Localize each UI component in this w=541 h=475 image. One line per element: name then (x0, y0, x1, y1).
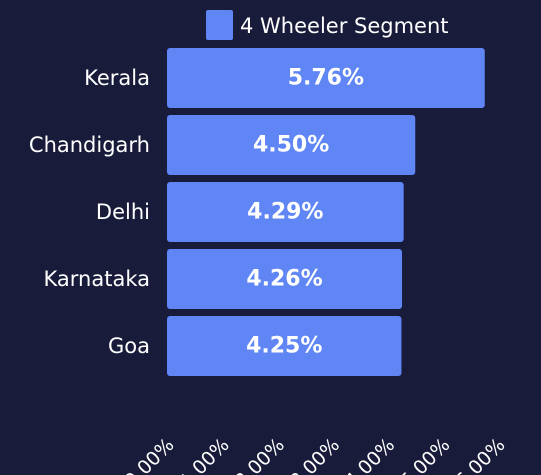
legend: 4 Wheeler Segment (206, 10, 449, 40)
x-tick-label: 6.00% (451, 434, 509, 475)
legend-swatch (206, 10, 233, 40)
category-label: Delhi (96, 200, 150, 224)
category-label: Chandigarh (29, 133, 150, 157)
x-tick-label: 5.00% (396, 434, 454, 475)
data-label: 4.26% (246, 267, 322, 292)
x-tick-label: 2.00% (231, 434, 289, 475)
category-label: Karnataka (44, 267, 150, 291)
bar-goa (167, 316, 402, 376)
x-tick-label: 4.00% (341, 434, 399, 475)
data-label: 4.25% (246, 334, 322, 359)
bar-karnataka (167, 249, 403, 309)
data-label: 5.76% (288, 66, 364, 91)
bar-kerala (167, 48, 485, 108)
bar-delhi (167, 182, 404, 242)
category-label: Kerala (84, 66, 150, 90)
x-tick-label: 3.00% (286, 434, 344, 475)
category-labels: Kerala Chandigarh Delhi Karnataka Goa (29, 66, 150, 358)
x-tick-label: 0.00% (120, 434, 178, 475)
data-labels: 5.76% 4.50% 4.29% 4.26% 4.25% (246, 66, 364, 359)
bar-chandigarh (167, 115, 416, 175)
legend-label: 4 Wheeler Segment (240, 14, 449, 38)
x-tick-label: 1.00% (175, 434, 233, 475)
data-label: 4.29% (247, 200, 323, 225)
x-axis-ticks: 0.00%1.00%2.00%3.00%4.00%5.00%6.00% (120, 434, 509, 475)
category-label: Goa (108, 334, 150, 358)
bars-group (167, 48, 485, 376)
data-label: 4.50% (253, 133, 329, 158)
